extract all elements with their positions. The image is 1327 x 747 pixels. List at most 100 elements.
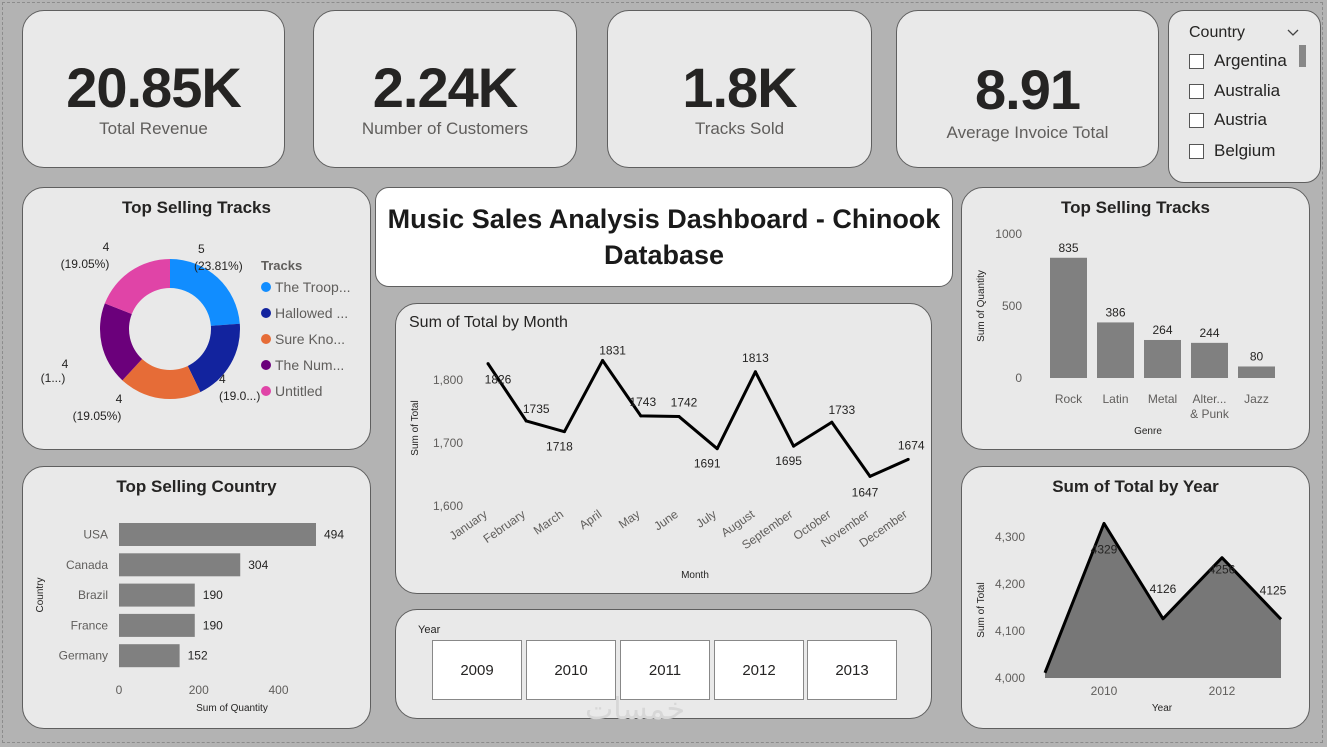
year-button-2010[interactable]: 2010 [526,640,616,700]
year-button-2012[interactable]: 2012 [714,640,804,700]
kpi-card-average-invoice[interactable]: 8.91 Average Invoice Total [896,10,1159,168]
data-label: 4 [103,240,110,254]
slicer-item-austria[interactable]: Austria [1189,109,1267,131]
data-label-percent: (19.05%) [61,257,110,271]
data-label: 5 [198,242,205,256]
kpi-card-customers[interactable]: 2.24K Number of Customers [313,10,577,168]
bar [1097,322,1134,378]
legend-item[interactable]: The Num... [261,357,344,373]
data-label: 4 [219,372,226,386]
data-point [715,447,719,451]
legend-dot-icon [261,334,271,344]
slicer-scrollbar[interactable] [1299,45,1306,67]
kpi-value: 2.24K [372,56,518,119]
chart-title: Top Selling Tracks [1061,198,1210,217]
bar [119,523,316,546]
x-tick-label: Rock [1055,392,1083,406]
y-axis-title: Sum of Quantity [976,270,987,342]
year-button-2011[interactable]: 2011 [620,640,710,700]
year-area-card[interactable]: Sum of Total by Year 4,000 4,100 4,200 4,30… [961,466,1310,729]
checkbox[interactable] [1189,143,1204,159]
legend-item[interactable]: Hallowed ... [261,305,348,321]
y-tick-label: 4,100 [995,624,1025,638]
data-label: 1743 [629,395,656,409]
kpi-value: 1.8K [682,56,797,119]
series-line [1043,521,1283,674]
slicer-title: Year [418,624,441,636]
y-axis-title: Sum of Total [976,582,987,637]
y-tick-label: Canada [66,558,108,572]
data-label: 1735 [523,402,550,416]
checkbox[interactable] [1189,112,1204,128]
checkbox[interactable] [1189,53,1204,69]
donut-slice [187,323,240,393]
data-label: 494 [324,528,344,542]
slicer-item-label: Austria [1214,110,1267,129]
kpi-card-total-revenue[interactable]: 20.85K Total Revenue [22,10,285,168]
country-bar-chart[interactable]: 494 USA 304 Canada 190 Brazil 190 France 152 Germ… [23,467,372,730]
kpi-card-tracks-sold[interactable]: 1.8K Tracks Sold [607,10,872,168]
chart-title: Top Selling Tracks [122,198,271,217]
x-tick-label: Metal [1148,392,1177,406]
data-label: 4329 [1091,542,1118,556]
country-slicer[interactable]: Country Argentina Australia Austria Belg… [1168,10,1321,183]
year-slicer[interactable]: Year 2009 2010 2011 2012 2013 [395,609,932,719]
data-label-percent: (23.81%) [194,259,243,273]
dashboard-title-text: Music Sales Analysis Dashboard - Chinook… [387,204,941,270]
data-label: 1813 [742,351,769,365]
data-point [562,430,566,434]
y-tick-label: 0 [1015,371,1022,385]
year-area-chart[interactable]: 4,000 4,100 4,200 4,300 Sum of Total 4329 4126… [962,467,1311,730]
legend-dot-icon [261,360,271,370]
x-tick-label: 200 [189,683,209,697]
data-label: 244 [1199,326,1219,340]
data-label: 4 [62,357,69,371]
slicer-item-belgium[interactable]: Belgium [1189,140,1275,162]
bar [119,583,195,607]
checkbox[interactable] [1189,83,1204,99]
country-bar-card[interactable]: Top Selling Country 494 USA 304 Canada 190 Br… [22,466,371,729]
data-label: 835 [1058,241,1078,255]
data-label: 1718 [546,440,573,454]
data-label: 1733 [828,403,855,417]
y-tick-label: 4,300 [995,530,1025,544]
data-point [639,414,643,418]
month-line-chart[interactable]: 1,600 1,700 1,800 Sum of Total 1826 1735 1718 1… [396,304,933,595]
chart-title: Top Selling Country [116,477,277,496]
data-label-percent: (1...) [41,371,66,385]
legend-item[interactable]: The Troop... [261,279,350,295]
data-label: 1674 [898,438,925,452]
series-line [486,358,909,478]
slicer-item-label: Belgium [1214,141,1276,160]
year-button-2013[interactable]: 2013 [807,640,897,700]
month-line-card[interactable]: Sum of Total by Month 1,600 1,700 1,800 Sum… [395,303,932,594]
legend-item[interactable]: Untitled [261,383,322,399]
kpi-label: Number of Customers [361,119,529,138]
data-label: 1826 [485,373,512,387]
genre-bar-chart[interactable]: 0 500 1000 Sum of Quantity 835 Rock 386 Latin 26… [962,188,1311,451]
chevron-down-icon[interactable] [1287,29,1299,37]
x-tick-label: May [616,507,643,531]
data-label: 1742 [671,396,698,410]
slicer-item-australia[interactable]: Australia [1189,80,1280,102]
y-axis-title: Sum of Total [410,400,421,455]
legend-dot-icon [261,386,271,396]
data-label-percent: (19.0...) [219,389,260,403]
data-point [906,457,910,461]
top-tracks-donut-card[interactable]: Top Selling Tracks 5 (23.81%) 4 (19.0...) 4(… [22,187,371,450]
y-tick-label: 1000 [995,227,1022,241]
x-axis-title: Year [1152,703,1173,714]
y-tick-label: Germany [59,649,108,663]
y-tick-label: 4,000 [995,671,1025,685]
slicer-item-argentina[interactable]: Argentina [1189,50,1287,72]
data-label: 190 [203,588,223,602]
data-label: 4125 [1260,583,1287,597]
year-button-2009[interactable]: 2009 [432,640,522,700]
donut-slice [104,259,170,315]
x-tick-label: 0 [116,683,123,697]
legend-item[interactable]: Sure Kno... [261,331,345,347]
legend-label: Sure Kno... [275,331,346,347]
donut-chart[interactable]: 5(23.81%)4(19.0...)4(19.05%)4(1...)4(19.… [23,188,372,451]
x-tick-label: June [651,507,681,534]
genre-bar-card[interactable]: Top Selling Tracks 0 500 1000 Sum of Quanti… [961,187,1310,450]
